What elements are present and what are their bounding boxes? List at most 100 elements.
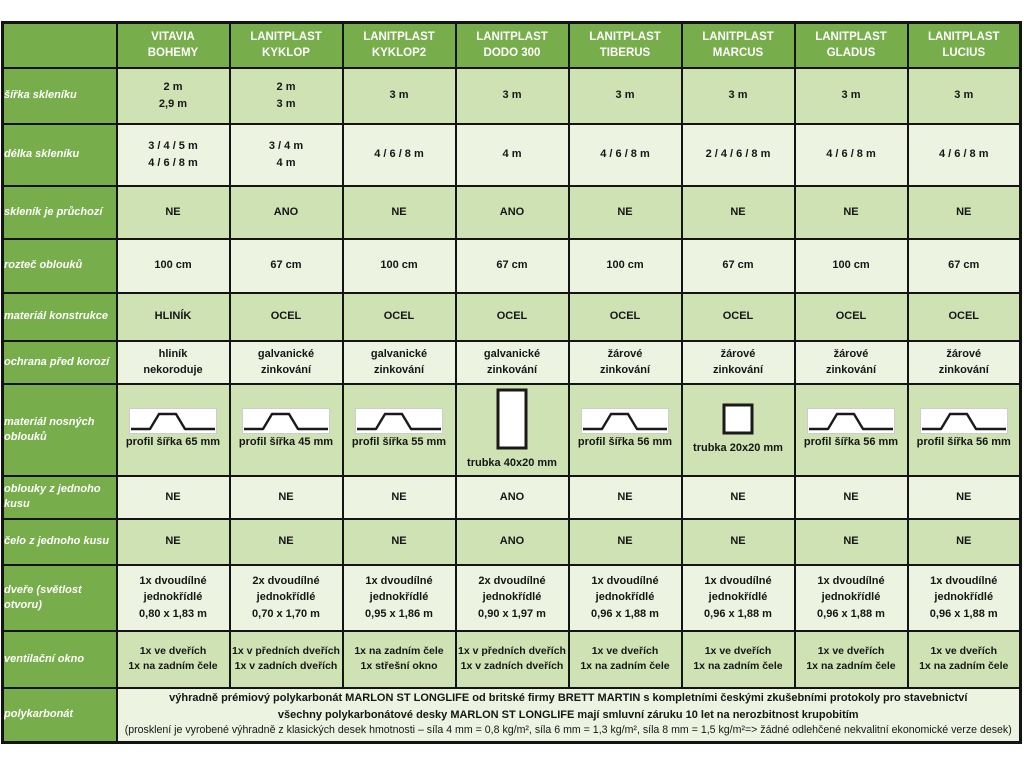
cell-line: 4 / 6 / 8 m [938, 148, 989, 161]
value-cell: NE [341, 474, 457, 520]
model-name: MARCUS [712, 47, 764, 60]
value-cell: 2x dvoudílné jednokřídlé 0,70 x 1,70 m [228, 563, 344, 632]
column-header-dodo-300: LANITPLAST DODO 300 [454, 21, 570, 69]
cell-value: ANO [458, 489, 567, 506]
table-row-polykarbonat: polykarbonát výhradně prémiový polykarbon… [1, 686, 1022, 744]
cell-line: NE [730, 535, 746, 548]
value-cell: 3 / 4 m 4 m [228, 122, 344, 187]
value-cell: 3 / 4 / 5 m 4 / 6 / 8 m [115, 122, 231, 187]
cell-value: 67 cm [684, 257, 793, 274]
value-cell: OCEL [680, 291, 796, 342]
cell-value: NE [797, 489, 906, 506]
cell-value: NE [910, 489, 1019, 506]
cell-value: NE [910, 533, 1019, 550]
value-cell: 3 m [793, 66, 909, 125]
row-label-sklenik-je-pruchozi: skleník je průchozí [1, 184, 118, 240]
value-cell: OCEL [341, 291, 457, 342]
cell-value: žárové zinkování [571, 346, 680, 379]
value-cell: 100 cm [567, 237, 683, 294]
cell-line: NE [843, 205, 859, 218]
brand-name: LANITPLAST [476, 30, 548, 43]
value-cell: OCEL [906, 291, 1022, 342]
cell-value: 1x ve dveřích 1x na zadním čele [910, 644, 1019, 674]
cell-value: 3 m [345, 82, 454, 109]
cell-line: 3 m [728, 89, 748, 102]
cell-line: OCEL [835, 310, 867, 323]
table-row-roztec-oblouku: rozteč oblouků 100 cm 67 cm 100 cm 67 cm 100 … [1, 237, 1022, 294]
cell-value: ANO [458, 204, 567, 221]
value-cell: 1x na zadním čele 1x střešní okno [341, 629, 457, 689]
profile-caption: profil šířka 55 mm [351, 436, 447, 448]
value-cell: 4 m [454, 122, 570, 187]
cell-line: 1x dvoudílné [591, 574, 659, 587]
hat-profile-icon [581, 408, 669, 434]
value-cell: 67 cm [680, 237, 796, 294]
value-cell: ANO [454, 517, 570, 566]
model-name: BOHEMY [147, 47, 199, 60]
cell-line: 3 m [276, 97, 296, 110]
cell-line: NE [391, 535, 407, 548]
cell-line: NE [165, 490, 181, 503]
value-cell: profil šířka 55 mm [341, 382, 457, 477]
cell-line: 0,96 x 1,88 m [704, 607, 772, 620]
cell-line: 4 / 6 / 8 m [148, 156, 198, 169]
brand-name: LANITPLAST [250, 30, 322, 43]
value-cell: OCEL [793, 291, 909, 342]
value-cell: profil šířka 65 mm [115, 382, 231, 477]
profile-caption: trubka 40x20 mm [467, 456, 557, 469]
profile-caption: trubka 20x20 mm [693, 441, 783, 454]
cell-line: NE [956, 535, 972, 548]
cell-value: 1x ve dveřích 1x na zadním čele [571, 644, 680, 674]
cell-value: HLINÍK [119, 308, 228, 325]
cell-line: NE [843, 490, 859, 503]
cell-value: 1x na zadním čele 1x střešní okno [345, 644, 454, 674]
cell-value: 1x dvoudílné jednokřídlé 0,96 x 1,88 m [797, 573, 906, 623]
cell-line: 3 / 4 / 5 m [148, 140, 198, 152]
row-label-polykarbonat: polykarbonát [1, 686, 118, 744]
cell-value: žárové zinkování [910, 346, 1019, 379]
cell-line: jednokřídlé [821, 591, 881, 604]
cell-line: NE [165, 535, 181, 548]
cell-value: 3 m [797, 82, 906, 109]
cell-line: 2x dvoudílné [478, 574, 546, 587]
polycarbonate-line: všechny polykarbonátové desky MARLON ST … [277, 708, 859, 721]
cell-value: 4 / 6 / 8 m [571, 141, 680, 168]
value-cell: galvanické zinkování [341, 339, 457, 385]
value-cell: 1x v předních dveřích 1x v zadních dveříc… [454, 629, 570, 689]
value-cell: 3 m [906, 66, 1022, 125]
cell-line: OCEL [496, 310, 528, 323]
cell-line: NE [956, 205, 972, 218]
value-cell: žárové zinkování [567, 339, 683, 385]
cell-line: 1x střešní okno [360, 660, 438, 672]
cell-line: 4 / 6 / 8 m [826, 148, 876, 161]
cell-value: NE [797, 204, 906, 221]
cell-line: zinkování [825, 364, 877, 376]
cell-line: jednokřídlé [482, 591, 542, 604]
cell-line: 1x dvoudílné [930, 574, 998, 587]
cell-value: 2x dvoudílné jednokřídlé 0,70 x 1,70 m [232, 573, 341, 623]
value-cell: 3 m [454, 66, 570, 125]
cell-line: NE [165, 205, 181, 218]
cell-value: 3 m [910, 82, 1019, 109]
table-row-oblouky-z-jednoho-kusu: oblouky z jednoho kusu NE NE NE ANO NE NE NE NE [1, 474, 1022, 520]
cell-line: 0,96 x 1,88 m [591, 607, 659, 620]
cell-line: jednokřídlé [256, 591, 316, 604]
cell-value: 67 cm [458, 257, 567, 274]
value-cell: galvanické zinkování [454, 339, 570, 385]
cell-line: jednokřídlé [934, 591, 994, 604]
polycarbonate-line: (prosklení je vyrobené výhradně z klasic… [124, 724, 1012, 737]
cell-line: 67 cm [722, 259, 754, 272]
cell-value: NE [797, 533, 906, 550]
value-cell: 1x dvoudílné jednokřídlé 0,95 x 1,86 m [341, 563, 457, 632]
cell-line: NE [391, 205, 407, 218]
polycarbonate-info-cell: výhradně prémiový polykarbonát MARLON ST… [115, 686, 1022, 744]
cell-value: 100 cm [119, 257, 228, 274]
cell-line: 67 cm [270, 259, 302, 272]
column-header-kyklop: LANITPLAST KYKLOP [228, 21, 344, 69]
cell-line: galvanické [483, 347, 541, 360]
value-cell: 1x dvoudílné jednokřídlé 0,96 x 1,88 m [906, 563, 1022, 632]
value-cell: NE [906, 474, 1022, 520]
value-cell: 1x dvoudílné jednokřídlé 0,96 x 1,88 m [680, 563, 796, 632]
